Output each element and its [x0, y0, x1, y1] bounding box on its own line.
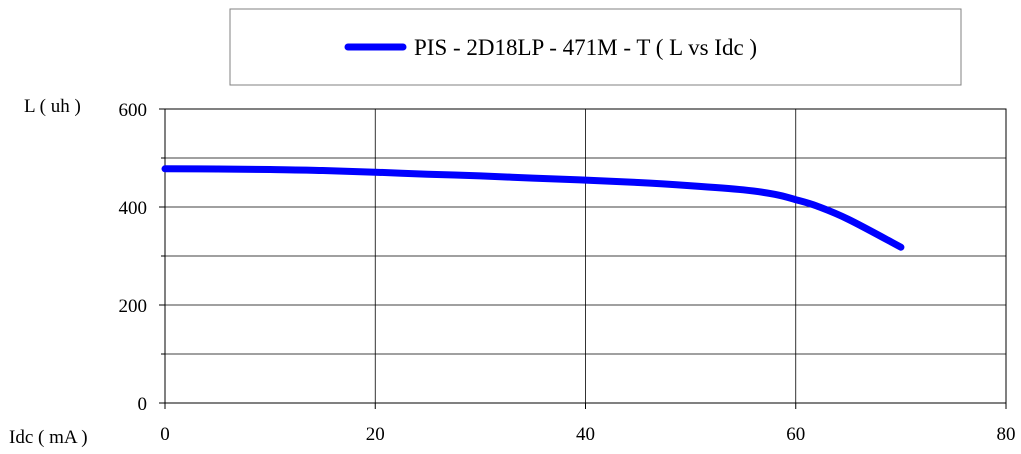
x-tick-label: 20	[366, 424, 385, 445]
legend: PIS - 2D18LP - 471M - T ( L vs Idc )	[229, 8, 962, 86]
y-tick-label: 400	[119, 198, 148, 219]
legend-label: PIS - 2D18LP - 471M - T ( L vs Idc )	[414, 35, 757, 60]
x-tick-label: 40	[576, 424, 595, 445]
x-tick-label: 0	[160, 424, 170, 445]
series-line	[161, 165, 905, 251]
y-tick-label: 600	[119, 100, 148, 121]
x-axis-label: Idc ( mA )	[9, 427, 88, 448]
y-tick-label: 0	[138, 394, 148, 415]
x-tick-label: 60	[786, 424, 805, 445]
y-tick-label: 200	[119, 296, 148, 317]
y-axis-label: L ( uh )	[24, 96, 81, 117]
plot-area: 0 200 400 600 0 20 40 60 80	[119, 100, 1016, 445]
x-tick-label: 80	[997, 424, 1016, 445]
